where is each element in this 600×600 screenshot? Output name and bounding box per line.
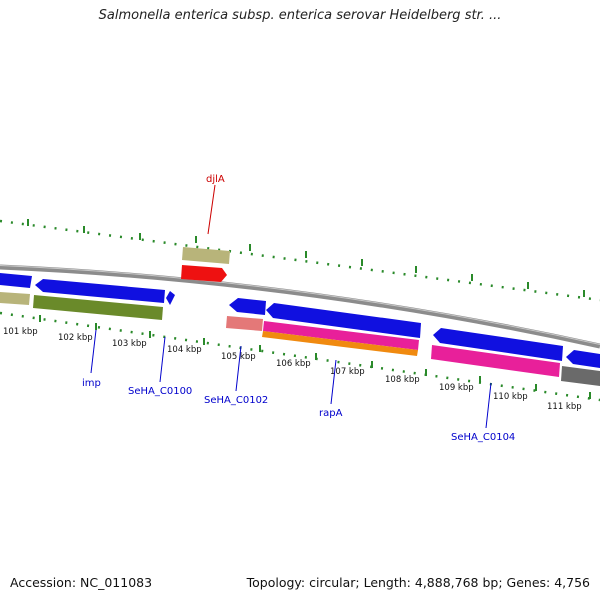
gene-label-SeHA_C0100[interactable]: SeHA_C0100 bbox=[128, 386, 192, 397]
gene-label-imp[interactable]: imp bbox=[82, 378, 101, 389]
inner-tick-track bbox=[0, 311, 600, 402]
leader-lines bbox=[90, 184, 492, 429]
cds-feature-djlA[interactable] bbox=[181, 265, 227, 282]
scale-labels: 101 kbp 102 kbp 103 kbp 104 kbp 105 kbp … bbox=[3, 327, 582, 412]
scale-label: 111 kbp bbox=[547, 402, 582, 412]
outer-tick-dots bbox=[0, 219, 600, 302]
accession-text: Accession: NC_011083 bbox=[10, 575, 153, 590]
gene-feature[interactable] bbox=[0, 292, 30, 305]
cds-feature-right[interactable] bbox=[566, 350, 600, 368]
scale-label: 109 kbp bbox=[439, 383, 474, 393]
gene-labels: djlA imp SeHA_C0100 SeHA_C0102 rapA SeHA… bbox=[82, 174, 515, 443]
scale-label: 103 kbp bbox=[112, 339, 147, 349]
leader-line-rapA bbox=[330, 359, 337, 405]
cds-feature-imp[interactable] bbox=[35, 279, 165, 303]
gene-label-SeHA_C0104[interactable]: SeHA_C0104 bbox=[451, 432, 515, 443]
leader-line-djlA bbox=[207, 184, 216, 235]
gene-feature-SeHA_C0102[interactable] bbox=[226, 316, 263, 331]
gene-feature-rapA-orange[interactable] bbox=[262, 331, 418, 356]
scale-label: 102 kbp bbox=[58, 333, 93, 343]
cds-feature[interactable] bbox=[0, 273, 32, 288]
leader-line-SeHA_C0100 bbox=[159, 336, 166, 383]
gene-feature-djlA[interactable] bbox=[182, 247, 230, 264]
genome-backbone-highlight bbox=[0, 265, 600, 345]
leader-line-SeHA_C0102 bbox=[235, 345, 242, 392]
scale-label: 105 kbp bbox=[221, 352, 256, 362]
leader-line-imp bbox=[90, 329, 97, 374]
gene-feature-rapA[interactable] bbox=[263, 321, 419, 350]
scale-label: 106 kbp bbox=[276, 359, 311, 369]
cds-feature-SeHA_C0104[interactable] bbox=[433, 328, 563, 361]
gene-feature-imp[interactable] bbox=[33, 295, 163, 320]
cds-feature-rapA[interactable] bbox=[266, 303, 421, 338]
genome-summary-text: Topology: circular; Length: 4,888,768 bp… bbox=[246, 575, 590, 590]
gene-label-djlA[interactable]: djlA bbox=[206, 174, 225, 185]
leader-line-SeHA_C0104 bbox=[485, 382, 492, 429]
gene-label-rapA[interactable]: rapA bbox=[319, 408, 343, 419]
outer-tick-track bbox=[0, 219, 600, 302]
scale-label: 110 kbp bbox=[493, 392, 528, 402]
forward-feature-track bbox=[0, 247, 230, 320]
cds-feature-SeHA_C0102[interactable] bbox=[229, 298, 266, 315]
reverse-feature-track bbox=[226, 298, 600, 386]
cds-feature-small[interactable] bbox=[166, 291, 175, 305]
gene-label-SeHA_C0102[interactable]: SeHA_C0102 bbox=[204, 395, 268, 406]
gene-feature-SeHA_C0104[interactable] bbox=[431, 345, 560, 377]
map-title: Salmonella enterica subsp. enterica sero… bbox=[98, 8, 502, 23]
scale-label: 104 kbp bbox=[167, 345, 202, 355]
gene-feature-right[interactable] bbox=[561, 366, 600, 386]
genome-backbone bbox=[0, 264, 600, 349]
scale-label: 108 kbp bbox=[385, 375, 420, 385]
scale-label: 101 kbp bbox=[3, 327, 38, 337]
scale-label: 107 kbp bbox=[330, 367, 365, 377]
